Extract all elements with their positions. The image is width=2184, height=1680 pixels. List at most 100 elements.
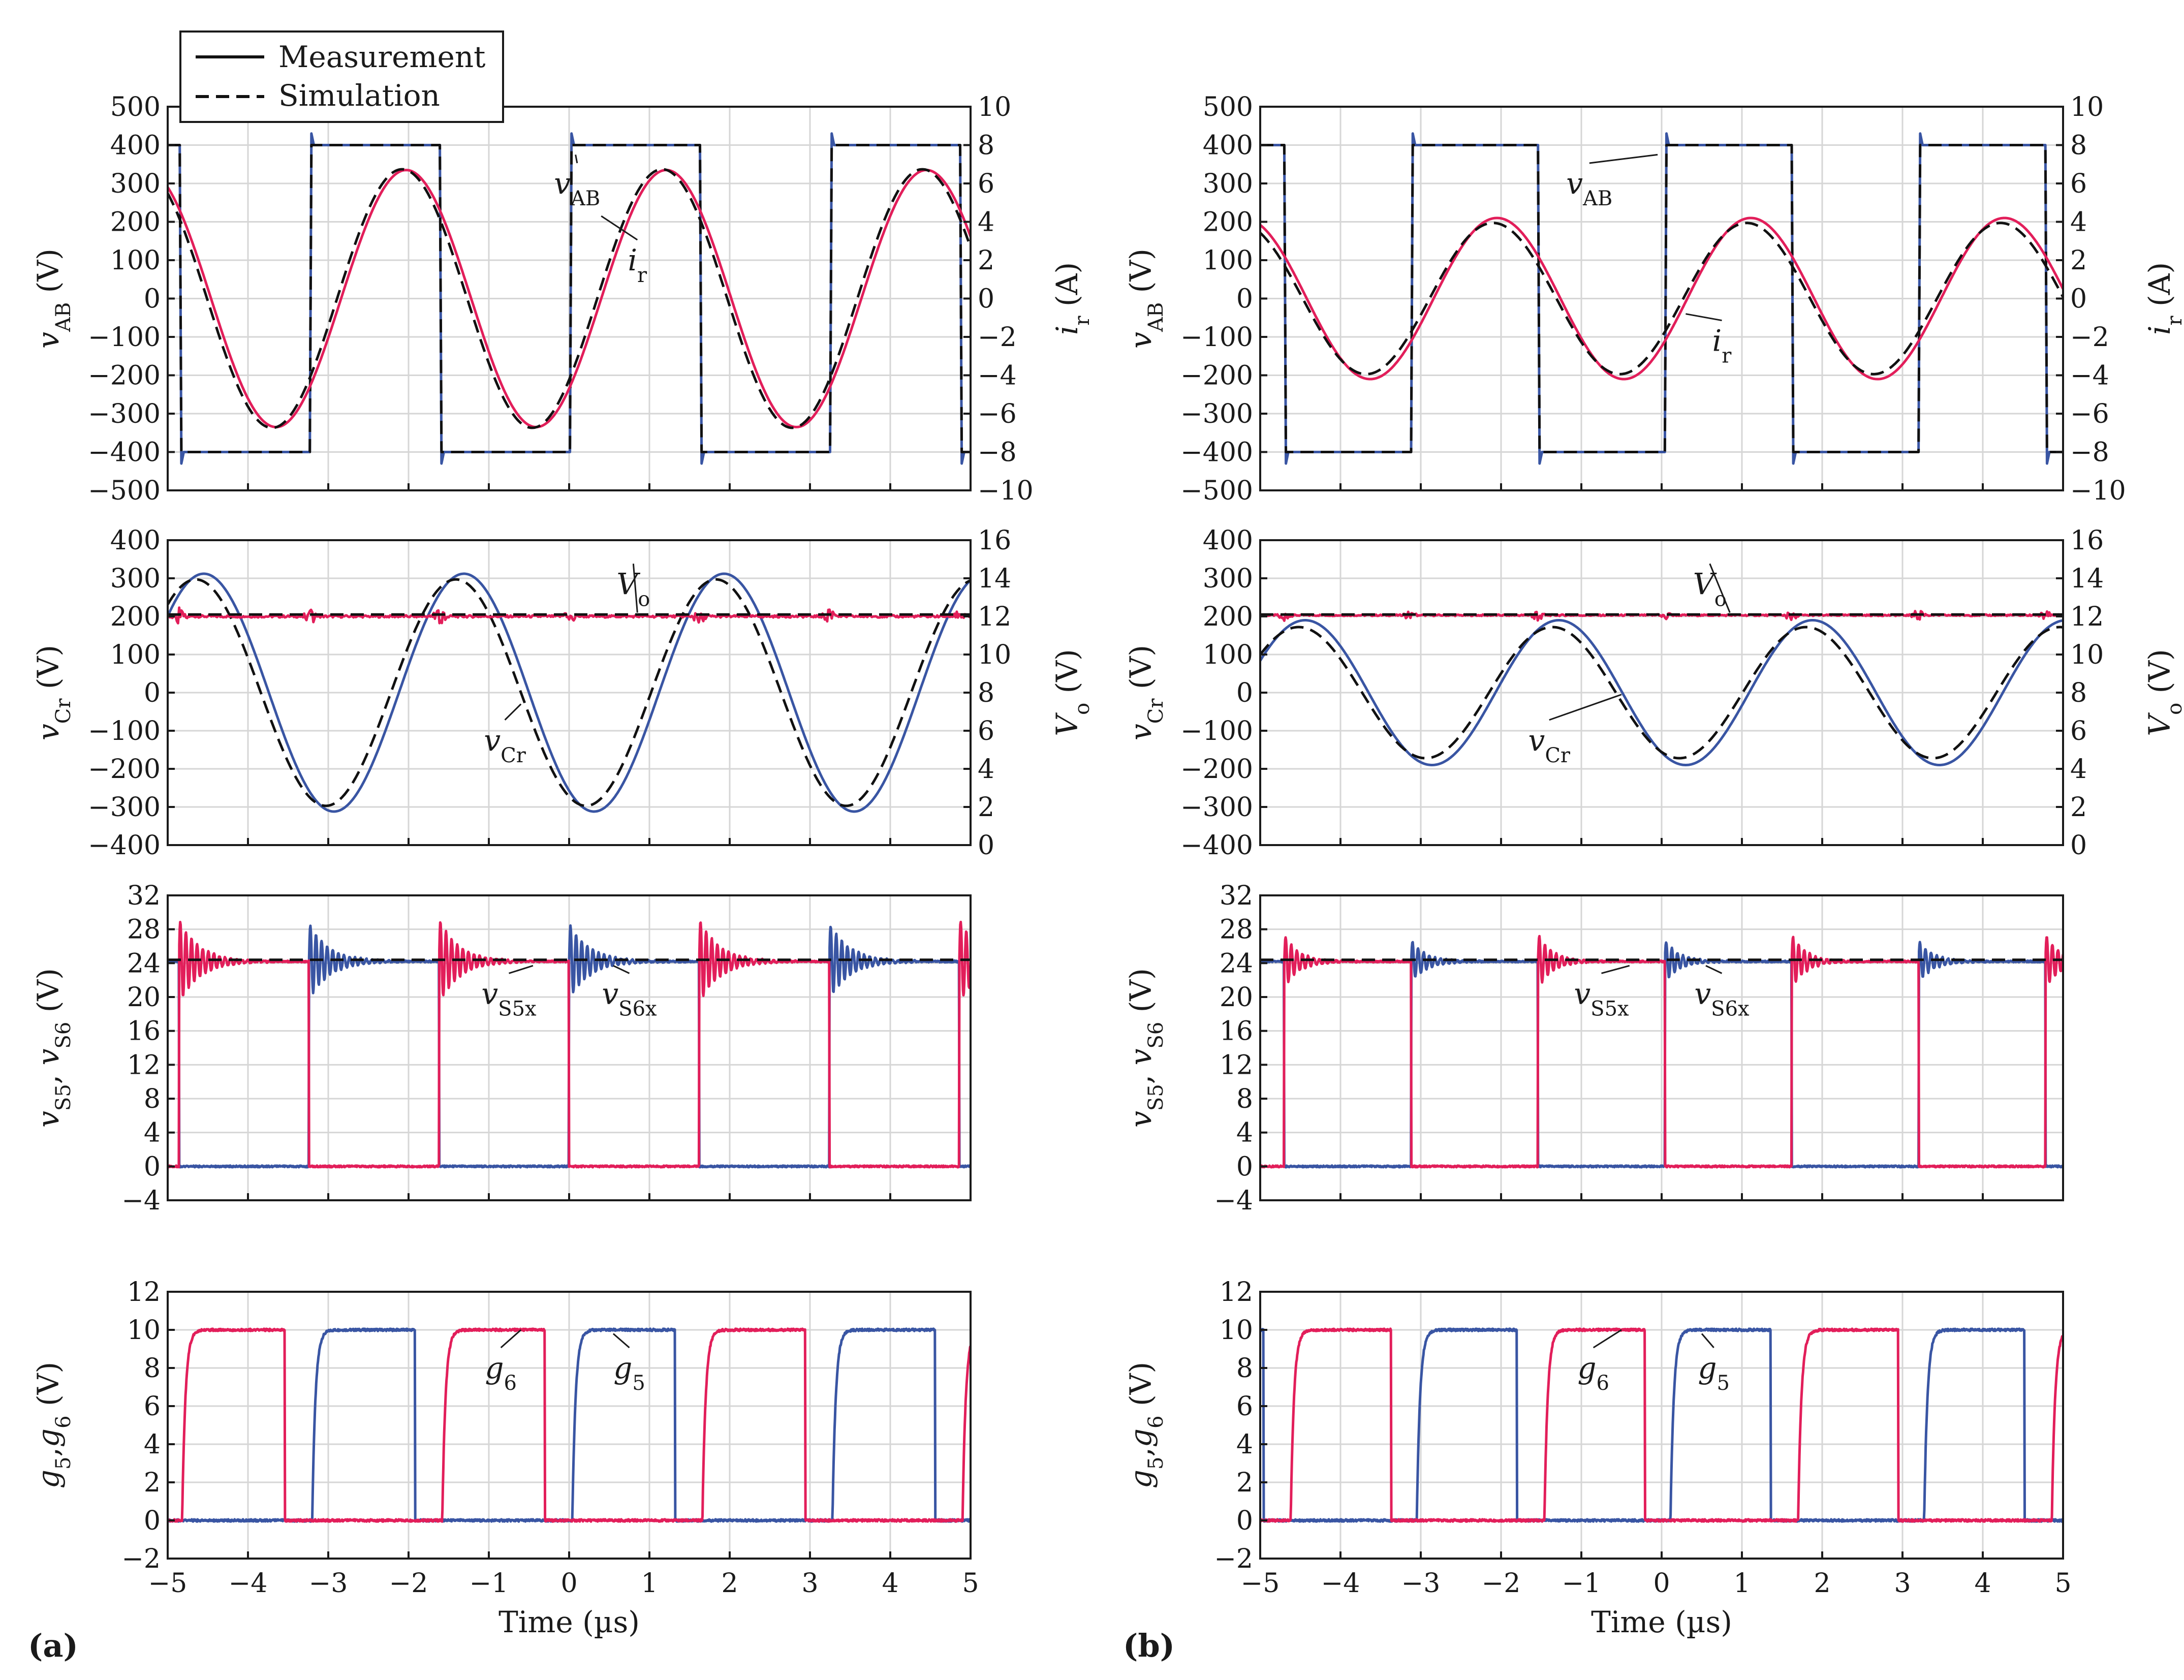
y-tick-label: 100 [1203,640,1253,670]
y-tick-label: 4 [144,1118,161,1148]
y2-tick-label: 8 [978,131,994,161]
annotation-label: ir [628,243,647,287]
y-tick-label: −400 [1180,438,1253,468]
y-tick-label: 10 [1220,1315,1253,1346]
series-g6-gate [1260,1327,2063,1523]
y-tick-label: 500 [1203,92,1253,122]
x-tick-label: −2 [1482,1568,1521,1599]
y2-tick-label: 4 [2070,207,2087,238]
annotation-leader [575,154,578,164]
y-tick-label: 0 [144,284,161,315]
series-ir-simulation [1260,222,2063,376]
y-tick-label: −500 [88,476,161,506]
chart-b-2: −400 −300 −200 −100 0 100 200 300 400 0 2 4 6 8 10 12 14… [1124,525,2184,861]
annotation-leader [509,965,534,974]
series-vcr-measurement [168,572,971,813]
annotation-leader [1709,563,1731,613]
y-tick-label: 12 [127,1277,161,1308]
annotation-leader [1701,1333,1714,1348]
y-axis-label: vAB (V) [31,248,75,349]
y-tick-label: 200 [110,602,161,632]
annotation-leader [1686,313,1722,322]
y-tick-label: 100 [110,245,161,276]
y-tick-label: 300 [110,564,161,594]
y2-tick-label: 14 [978,564,1011,594]
y-tick-label: 200 [1203,602,1253,632]
y2-tick-label: 6 [2070,169,2087,199]
y-tick-label: 400 [1203,525,1253,556]
y-tick-label: 100 [1203,245,1253,276]
y-axis-label: g5,g6 (V) [31,1362,75,1488]
y2-tick-label: −2 [2070,322,2109,353]
chart-a-1: −500−400−300−200−1000100200300400500−10−… [31,92,1094,506]
y2-tick-label: 8 [2070,678,2087,708]
y-axis-label: g5,g6 (V) [1124,1362,1168,1488]
y2-tick-label: 0 [978,284,994,315]
y-tick-label: 16 [1220,1016,1253,1047]
y-tick-label: −300 [1180,792,1253,823]
y2-tick-label: 10 [2070,92,2104,122]
x-tick-label: 4 [882,1568,898,1599]
y-tick-label: 200 [110,207,161,238]
annotation-leader [1705,965,1723,974]
legend-box [179,30,504,123]
panel-label-a: (a) [28,1627,78,1664]
x-tick-label: 1 [641,1568,658,1599]
y-tick-label: −300 [88,399,161,429]
y-tick-label: 300 [1203,169,1253,199]
y-tick-label: 20 [127,982,161,1013]
annotation-label: g5 [613,1351,645,1395]
series-ir-simulation [168,168,971,429]
x-tick-label: −5 [1241,1568,1280,1599]
series-vcr-simulation [1260,626,2063,760]
y2-tick-label: 6 [2070,716,2087,746]
y2-tick-label: 0 [978,830,994,861]
y-tick-label: 0 [1236,1506,1253,1536]
chart-b-1: −500−400−300−200−1000100200300400500−10−… [1124,92,2184,506]
y-tick-label: −200 [88,361,161,391]
y-tick-label: −100 [1180,716,1253,746]
y2-tick-label: −6 [2070,399,2109,429]
x-tick-label: −4 [1321,1568,1360,1599]
annotation-leader [1549,694,1622,721]
y-axis-label: vS5, vS6 (V) [31,968,75,1128]
y-tick-label: 0 [144,678,161,708]
y-tick-label: 28 [1220,915,1253,945]
y-tick-label: 4 [1236,1118,1253,1148]
legend-simulation-label: Simulation [278,78,440,113]
series-vo-measurement [168,606,971,625]
annotation-label: vS6x [602,976,657,1020]
y2-tick-label: 10 [978,92,1011,122]
x-axis-label: Time (µs) [1591,1605,1732,1639]
annotation-leader [613,965,630,974]
annotation-leader [1589,153,1658,164]
x-tick-label: 1 [1733,1568,1750,1599]
y-tick-label: 0 [1236,678,1253,708]
x-tick-label: 4 [1974,1568,1991,1599]
y-tick-label: −400 [1180,830,1253,861]
x-tick-label: −1 [470,1568,509,1599]
y-tick-label: −2 [1214,1544,1253,1574]
y2-tick-label: −4 [2070,361,2109,391]
y-tick-label: 6 [1236,1391,1253,1422]
y-tick-label: −200 [1180,361,1253,391]
y2-tick-label: −8 [2070,438,2109,468]
y-tick-label: 0 [144,1152,161,1182]
series-ir-measurement [1260,216,2063,381]
annotation-leader [1601,965,1630,974]
y-tick-label: 32 [127,881,161,911]
annotation-label: vAB [554,166,600,210]
y-tick-label: −400 [88,830,161,861]
series-group [168,572,971,813]
annotation-leader [504,703,522,721]
y-tick-label: −100 [88,716,161,746]
y-tick-label: 2 [144,1468,161,1498]
series-vcr-simulation [168,578,971,807]
y-tick-label: −300 [1180,399,1253,429]
y-tick-label: 8 [144,1084,161,1114]
annotation-leader [1593,1329,1622,1349]
x-tick-label: 2 [721,1568,738,1599]
y-axis-label: vAB (V) [1124,248,1168,349]
